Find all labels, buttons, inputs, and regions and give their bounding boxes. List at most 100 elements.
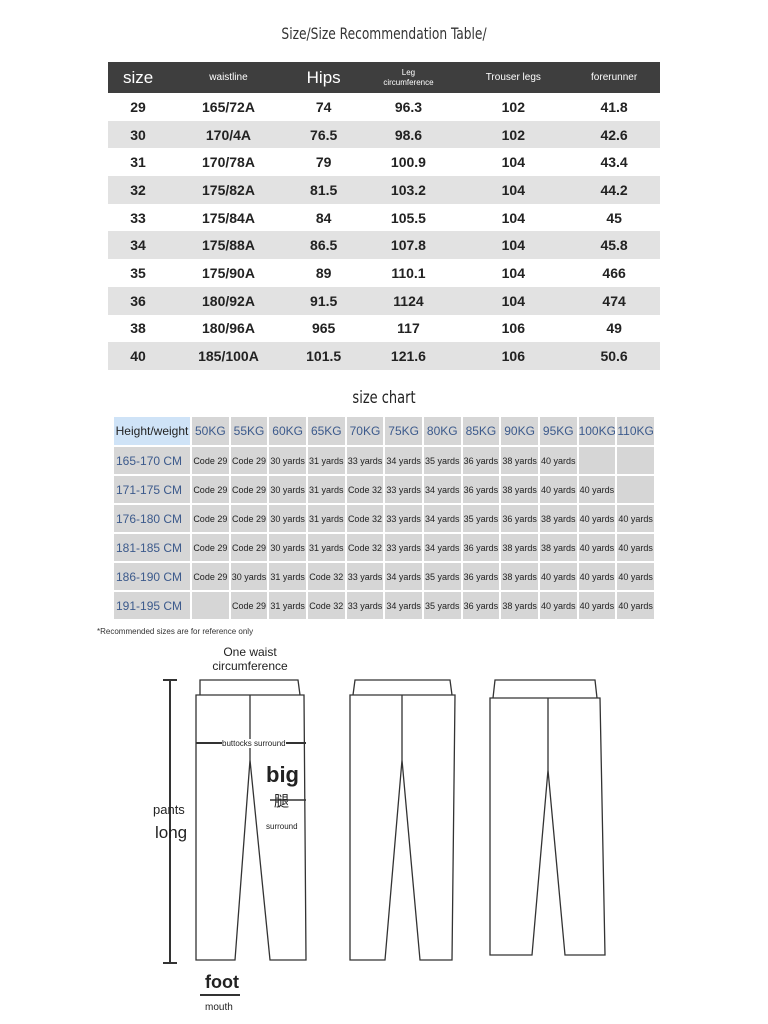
table-cell: 106 [501,320,525,337]
table-cell: 50.6 [568,342,660,370]
size-cell: 35 yards [460,503,502,534]
height-cell: 186-190 CM [112,561,192,592]
table-cell: 185/100A [168,342,289,370]
height-cell: 165-170 CM [112,445,192,476]
weight-header: 55KG [228,415,270,447]
size-cell: Code 32 [305,561,347,592]
table-cell: 36 [108,286,169,315]
size-cell: 31 yards [305,503,347,534]
table-cell: 102 [501,98,525,115]
table-row: 31 170/78A 79 100.9 104 43.4 [108,148,660,176]
long-label: long [155,823,188,842]
size-cell: 35 yards [421,445,463,476]
thigh-label: 腿 [274,793,290,810]
size-cell: 34 yards [383,590,424,621]
header-trouser-legs: Trouser legs [458,62,569,93]
table-cell: 110.1 [391,264,426,281]
size-cell [576,445,618,476]
chart-row: 176-180 CM Code 29 Code 29 30 yards 31 yards… [112,503,656,534]
size-cell [190,590,231,621]
table-row: 36 180/92A 91.5 1124 104 474 [108,286,660,315]
size-cell: 31 yards [267,561,308,592]
table-cell: 474 [568,286,660,315]
size-cell: Code 29 [190,445,231,476]
table-cell: 175/84A [202,209,255,226]
size-cell: 34 yards [421,474,463,505]
weight-header: 110KG [615,415,656,447]
size-cell: 36 yards [460,590,502,621]
table-cell: 103.2 [358,176,459,204]
size-cell: 30 yards [267,445,308,476]
size-cell: 30 yards [267,532,308,563]
weight-header: 75KG [383,415,424,447]
table-cell: 104 [458,231,569,260]
table-cell: 91.5 [288,286,359,315]
height-cell: 191-195 CM [112,590,192,621]
size-cell: 30 yards [267,503,308,534]
table-cell: 466 [602,264,626,281]
table-row: 35 175/90A 89 110.1 104 466 [108,259,660,287]
size-cell: 40 yards [537,474,579,505]
table-cell: 38 [130,320,146,337]
size-cell: 35 yards [421,561,463,592]
table-cell: 49 [606,320,622,337]
size-cell [615,474,656,505]
size-cell: 36 yards [460,474,502,505]
size-cell: 33 yards [383,532,424,563]
table-cell: 41.8 [600,98,628,115]
size-cell: 40 yards [576,532,618,563]
foot-label: foot [205,972,239,992]
table-cell: 121.6 [358,342,459,370]
table-cell: 32 [108,176,169,204]
weight-header: 70KG [344,415,386,447]
size-cell: Code 29 [228,445,270,476]
size-cell: 31 yards [305,474,347,505]
table-row: 29 165/72A 74 96.3 102 41.8 [108,93,660,121]
weight-header: 65KG [305,415,347,447]
size-cell: Code 29 [190,561,231,592]
table-cell: 104 [501,154,525,171]
table-cell: 107.8 [358,231,459,260]
table-cell: 74 [315,98,332,115]
table-row: 32 175/82A 81.5 103.2 104 44.2 [108,176,660,204]
table-cell: 1124 [358,286,459,315]
table-cell: 105.5 [390,209,426,226]
chart-row: 191-195 CM Code 29 31 yards Code 32 33 yards… [112,590,656,621]
table-cell: 104 [501,264,525,281]
surround-label: surround [266,822,298,831]
size-cell: 33 yards [344,561,386,592]
size-cell: 34 yards [383,561,424,592]
size-cell: 36 yards [499,503,540,534]
table-cell: 180/92A [168,286,289,315]
size-cell: Code 29 [228,474,270,505]
header-size: size [108,62,169,93]
table-cell: 175/90A [202,264,255,281]
size-cell: 33 yards [383,503,424,534]
table-cell: 101.5 [288,342,359,370]
table-cell: 35 [130,264,146,281]
size-cell: Code 29 [228,590,270,621]
size-cell: Code 32 [305,590,347,621]
table-cell: 175/82A [168,176,289,204]
table-cell: 102 [458,120,569,149]
header-leg-circumference: Leg circumference [358,62,459,93]
table-cell: 106 [458,342,569,370]
table-cell: 175/88A [168,231,289,260]
size-cell: 33 yards [344,590,386,621]
table-cell: 965 [311,320,336,337]
table-cell: 33 [130,209,146,226]
table-cell: 104 [458,176,569,204]
table-cell: 84 [315,209,332,226]
size-cell: 40 yards [576,590,618,621]
table-row: 30 170/4A 76.5 98.6 102 42.6 [108,120,660,149]
size-cell: 33 yards [383,474,424,505]
table-cell: 34 [108,231,169,260]
size-cell: 34 yards [421,503,463,534]
table-cell: 31 [130,154,146,171]
header-forerunner: forerunner [568,62,660,93]
table-cell: 170/4A [168,120,289,149]
chart-row: 171-175 CM Code 29 Code 29 30 yards 31 yards… [112,474,656,505]
size-cell: 40 yards [537,590,579,621]
size-cell: 34 yards [421,532,463,563]
size-cell: 40 yards [537,561,579,592]
